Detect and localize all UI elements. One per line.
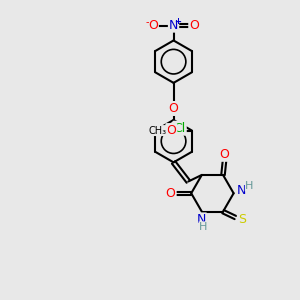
Text: H: H — [199, 222, 208, 232]
Text: O: O — [167, 124, 176, 137]
Text: -: - — [145, 16, 149, 27]
Text: O: O — [148, 19, 158, 32]
Text: O: O — [166, 187, 176, 200]
Text: O: O — [220, 148, 230, 161]
Text: H: H — [245, 181, 254, 191]
Text: N: N — [196, 213, 206, 226]
Text: S: S — [238, 213, 246, 226]
Text: Cl: Cl — [173, 122, 186, 135]
Text: CH₃: CH₃ — [149, 126, 167, 136]
Text: N: N — [237, 184, 247, 197]
Text: O: O — [169, 102, 178, 115]
Text: O: O — [189, 19, 199, 32]
Text: N: N — [169, 19, 178, 32]
Text: +: + — [174, 17, 181, 26]
